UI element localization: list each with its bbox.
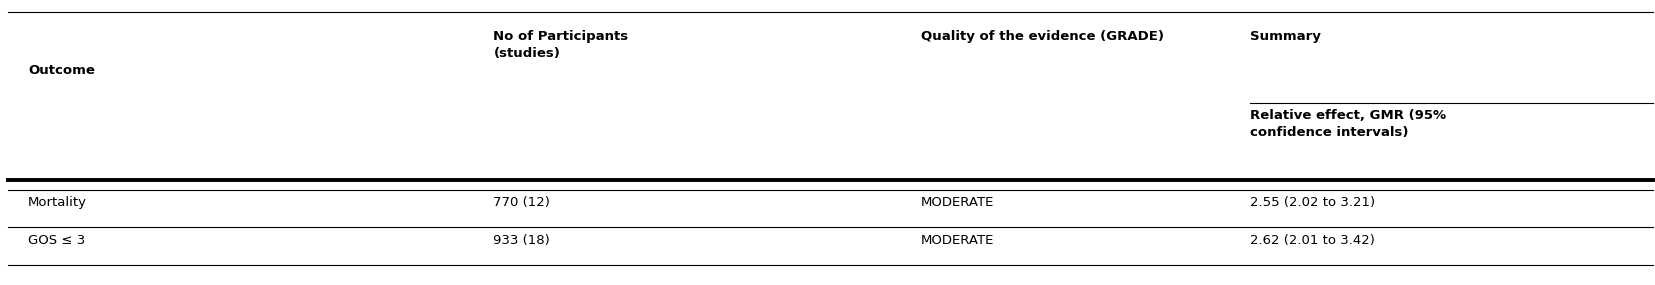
Text: Outcome: Outcome	[28, 64, 94, 77]
Text: Summary: Summary	[1250, 30, 1321, 43]
Text: MODERATE: MODERATE	[920, 196, 993, 209]
Text: 770 (12): 770 (12)	[493, 196, 549, 209]
Text: Quality of the evidence (GRADE): Quality of the evidence (GRADE)	[920, 30, 1163, 43]
Text: 2.55 (2.02 to 3.21): 2.55 (2.02 to 3.21)	[1250, 196, 1374, 209]
Text: Relative effect, GMR (95%
confidence intervals): Relative effect, GMR (95% confidence int…	[1250, 109, 1445, 139]
Text: Mortality: Mortality	[28, 196, 88, 209]
Text: GOS ≤ 3: GOS ≤ 3	[28, 234, 84, 247]
Text: MODERATE: MODERATE	[920, 234, 993, 247]
Text: No of Participants
(studies): No of Participants (studies)	[493, 30, 629, 60]
Text: 2.62 (2.01 to 3.42): 2.62 (2.01 to 3.42)	[1250, 234, 1374, 247]
Text: 933 (18): 933 (18)	[493, 234, 549, 247]
